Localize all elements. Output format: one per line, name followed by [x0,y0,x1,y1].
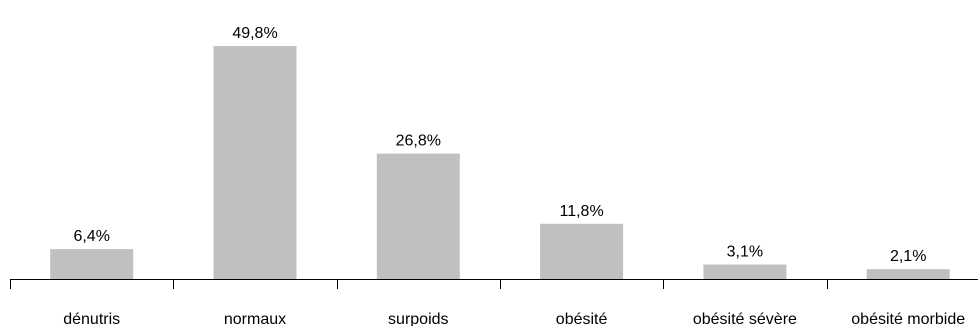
data-label-5: 2,1% [890,248,926,265]
bar-2 [376,153,460,279]
bar-1 [213,46,297,279]
bar-5 [866,269,950,279]
bars-group [50,46,950,279]
data-label-4: 3,1% [727,244,763,261]
data-label-1: 49,8% [232,25,277,42]
category-label-2: surpoids [388,311,448,326]
category-labels-group: dénutris normaux surpoids obésité obésité sé… [63,311,965,326]
category-label-0: dénutris [63,311,120,326]
bar-4 [703,264,787,279]
category-label-1: normaux [224,311,286,326]
category-label-5: obésité morbide [851,311,965,326]
data-label-2: 26,8% [396,133,441,150]
data-label-0: 6,4% [73,228,109,245]
bar-3 [540,223,624,279]
category-label-3: obésité [556,311,608,326]
category-label-4: obésité sévère [693,311,797,326]
value-labels-group: 6,4% 49,8% 26,8% 11,8% 3,1% 2,1% [73,25,926,265]
x-axis-ticks [10,279,828,289]
data-label-3: 11,8% [560,203,604,220]
bar-0 [50,249,134,279]
